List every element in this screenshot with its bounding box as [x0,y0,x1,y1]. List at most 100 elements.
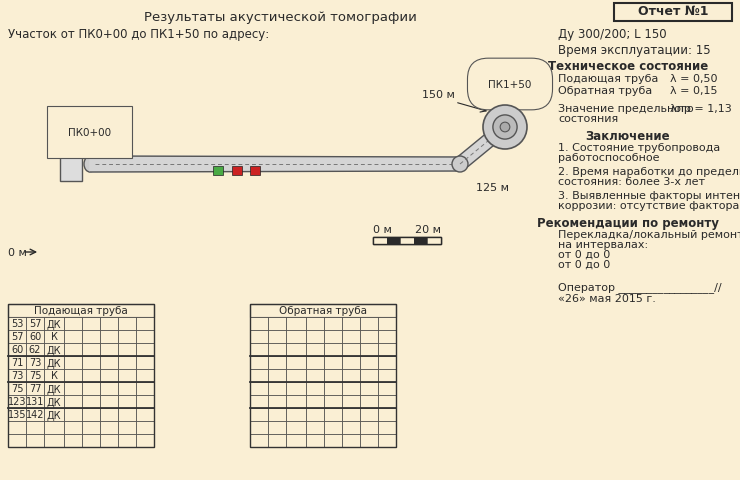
Bar [26,356,44,369]
Bar [268,343,286,356]
Bar [64,421,82,434]
Text: Участок от ПК0+00 до ПК1+50 по адресу:: Участок от ПК0+00 до ПК1+50 по адресу: [8,28,269,41]
Bar [360,421,378,434]
Bar [250,304,396,317]
Bar [250,167,260,176]
Bar [286,317,306,330]
Text: Отчет №1: Отчет №1 [638,5,708,18]
Bar [324,382,342,395]
Text: состояния: более 3-х лет: состояния: более 3-х лет [558,177,705,187]
Bar [118,434,136,447]
Bar [360,317,378,330]
Text: 75: 75 [11,384,23,394]
Bar [8,408,26,421]
Text: 123: 123 [7,396,26,407]
Bar [136,421,154,434]
Bar [378,356,396,369]
Bar [44,317,64,330]
Bar [64,382,82,395]
Text: К: К [50,332,58,342]
Bar [136,395,154,408]
Bar [268,330,286,343]
Text: Оператор _________________//: Оператор _________________// [558,281,722,292]
Bar [250,395,268,408]
Bar [428,238,441,244]
Ellipse shape [84,156,96,173]
Bar [250,408,268,421]
Bar [373,238,441,244]
Bar [44,369,64,382]
Bar [250,434,268,447]
Text: ПК1+50: ПК1+50 [488,80,531,90]
Bar [306,382,324,395]
Bar [26,421,44,434]
Bar [342,395,360,408]
Bar [306,343,324,356]
Text: 2. Время наработки до предельного: 2. Время наработки до предельного [558,167,740,177]
Bar [118,317,136,330]
Text: ДК: ДК [47,384,61,394]
Text: на интервалах:: на интервалах: [558,240,648,250]
Bar [136,343,154,356]
Bar [306,421,324,434]
Bar [306,408,324,421]
Bar [306,330,324,343]
Bar [268,382,286,395]
Bar [8,421,26,434]
Text: 53: 53 [11,319,23,329]
Bar [342,330,360,343]
Bar [64,330,82,343]
Polygon shape [90,156,460,173]
Text: Заключение: Заключение [585,130,670,143]
Bar [360,434,378,447]
Text: 0 м: 0 м [373,225,392,235]
Bar [26,382,44,395]
Bar [306,317,324,330]
Bar [118,421,136,434]
Bar [614,4,732,22]
Text: 0 м: 0 м [8,248,27,257]
Bar [286,421,306,434]
Text: 125 м: 125 м [476,182,509,192]
Bar [82,434,100,447]
Bar [136,382,154,395]
Text: Обратная труба: Обратная труба [279,306,367,316]
Text: ДК: ДК [47,396,61,407]
Bar [378,395,396,408]
Bar [286,369,306,382]
Bar [44,382,64,395]
Bar [306,395,324,408]
Text: 3. Выявленные факторы интенсификации: 3. Выявленные факторы интенсификации [558,191,740,201]
Text: 142: 142 [26,409,44,420]
Bar [286,434,306,447]
Bar [378,434,396,447]
Text: ДК: ДК [47,409,61,420]
Text: 77: 77 [29,384,41,394]
Text: Обратная труба: Обратная труба [558,86,652,96]
Bar [213,167,223,176]
Bar [378,330,396,343]
Bar [360,330,378,343]
Bar [373,238,386,244]
Text: 71: 71 [11,358,23,368]
Bar [82,369,100,382]
Bar [136,330,154,343]
Text: Подающая труба: Подающая труба [34,306,128,316]
Bar [118,382,136,395]
Text: 1. Состояние трубопровода: 1. Состояние трубопровода [558,143,720,153]
Bar [8,330,26,343]
Bar [378,421,396,434]
Bar [324,408,342,421]
Text: Значение предельного: Значение предельного [558,104,693,114]
Bar [360,408,378,421]
Bar [82,421,100,434]
Text: ДК: ДК [47,345,61,355]
Text: 60: 60 [11,345,23,355]
Text: 60: 60 [29,332,41,342]
Bar [118,369,136,382]
Text: 73: 73 [11,371,23,381]
Bar [44,330,64,343]
Bar [26,434,44,447]
Bar [118,356,136,369]
Bar [64,408,82,421]
